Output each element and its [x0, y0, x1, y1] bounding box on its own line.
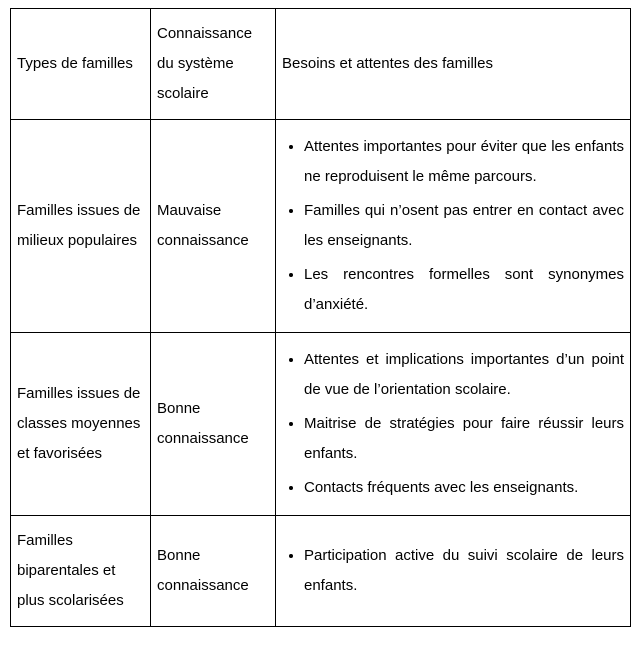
cell-connaissance: Mauvaise connaissance	[151, 120, 276, 333]
cell-connaissance: Bonne connaissance	[151, 516, 276, 627]
header-besoins: Besoins et attentes des familles	[276, 9, 631, 120]
table-row: Familles issues de milieux populaires Ma…	[11, 120, 631, 333]
cell-besoins: Attentes et implications importantes d’u…	[276, 333, 631, 516]
header-connaissance: Connaissance du système scolaire	[151, 9, 276, 120]
table-row: Familles issues de classes moyennes et f…	[11, 333, 631, 516]
cell-besoins: Attentes importantes pour éviter que les…	[276, 120, 631, 333]
list-item: Familles qui n’osent pas entrer en conta…	[304, 194, 624, 258]
header-types: Types de familles	[11, 9, 151, 120]
families-table: Types de familles Connaissance du systèm…	[10, 8, 631, 627]
bullet-list: Attentes et implications importantes d’u…	[282, 343, 624, 505]
cell-type: Familles issues de milieux populaires	[11, 120, 151, 333]
table-row: Familles biparentales et plus scolarisée…	[11, 516, 631, 627]
cell-connaissance: Bonne connaissance	[151, 333, 276, 516]
list-item: Participation active du suivi scolaire d…	[304, 539, 624, 603]
table-header-row: Types de familles Connaissance du systèm…	[11, 9, 631, 120]
table-body: Types de familles Connaissance du systèm…	[11, 9, 631, 627]
cell-besoins: Participation active du suivi scolaire d…	[276, 516, 631, 627]
list-item: Attentes et implications importantes d’u…	[304, 343, 624, 407]
page-container: Types de familles Connaissance du systèm…	[0, 8, 643, 662]
bullet-list: Participation active du suivi scolaire d…	[282, 539, 624, 603]
cell-type: Familles biparentales et plus scolarisée…	[11, 516, 151, 627]
list-item: Maitrise de stratégies pour faire réussi…	[304, 407, 624, 471]
list-item: Les rencontres formelles sont synonymes …	[304, 258, 624, 322]
bullet-list: Attentes importantes pour éviter que les…	[282, 130, 624, 322]
list-item: Contacts fréquents avec les enseignants.	[304, 471, 624, 505]
cell-type: Familles issues de classes moyennes et f…	[11, 333, 151, 516]
list-item: Attentes importantes pour éviter que les…	[304, 130, 624, 194]
